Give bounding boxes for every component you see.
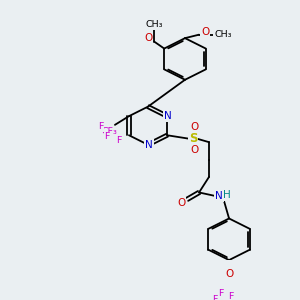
Text: F: F (228, 292, 234, 300)
Text: F: F (98, 122, 104, 131)
Text: N: N (164, 111, 172, 121)
Text: F: F (218, 289, 224, 298)
Text: CH₃: CH₃ (146, 20, 163, 29)
Text: CH₃: CH₃ (214, 30, 232, 39)
Text: N: N (145, 140, 153, 150)
Text: O: O (225, 269, 233, 279)
Text: S: S (189, 132, 197, 145)
Text: O: O (201, 27, 209, 37)
Text: F: F (116, 136, 122, 145)
Text: O: O (190, 145, 198, 155)
Text: F: F (104, 133, 110, 142)
Text: F: F (212, 296, 218, 300)
Text: O: O (190, 122, 198, 132)
Text: O: O (177, 198, 185, 208)
Text: H: H (223, 190, 231, 200)
Text: O: O (144, 33, 152, 43)
Text: CF₃: CF₃ (101, 127, 117, 136)
Text: N: N (215, 191, 223, 201)
